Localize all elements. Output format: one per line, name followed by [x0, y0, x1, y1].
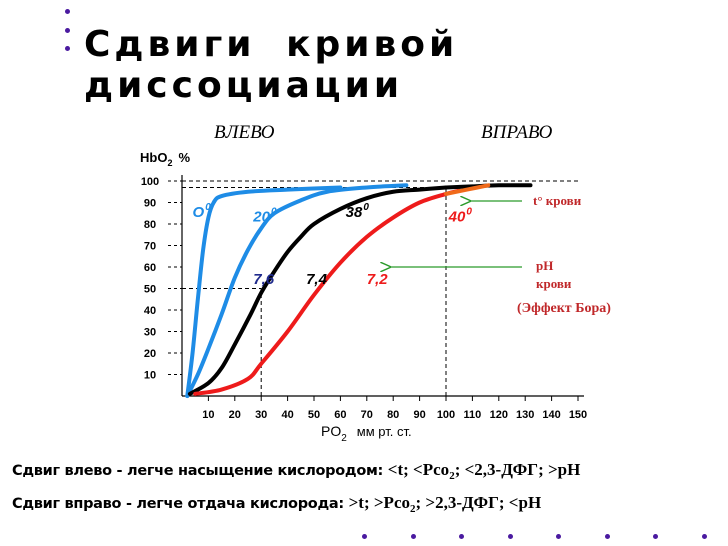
- x-tick-label: 50: [308, 409, 320, 421]
- shift-right-label: ВПРАВО: [481, 122, 553, 143]
- decor-dot: [604, 534, 610, 539]
- y-tick-label: 50: [144, 284, 156, 296]
- y-axis-label: HbO2%: [140, 150, 190, 168]
- decor-dot: [701, 534, 707, 539]
- temp-blood-label: t° крови: [533, 193, 582, 208]
- dissociation-curve: [187, 185, 448, 396]
- x-tick-label: 140: [542, 409, 560, 421]
- decor-dot: [65, 9, 70, 14]
- x-tick-label: 90: [413, 409, 425, 421]
- curve-annotation: 400: [448, 206, 473, 225]
- curve-annotation: 380: [346, 202, 370, 221]
- x-tick-label: 70: [361, 409, 373, 421]
- x-tick-label: 80: [387, 409, 399, 421]
- x-axis-label: PO2 мм рт. ст.: [321, 423, 412, 444]
- x-tick-label: 100: [437, 409, 455, 421]
- x-tick-label: 60: [334, 409, 346, 421]
- slide-title: Сдвиги кривой диссоциации: [84, 24, 459, 106]
- curve-annotation: 200: [252, 206, 277, 225]
- y-tick-label: 40: [144, 305, 156, 317]
- bohr-effect-label: (Эффект Бора): [517, 301, 611, 316]
- y-tick-label: 30: [144, 327, 156, 339]
- x-tick-label: 40: [281, 409, 293, 421]
- curve-annotation: 7,2: [367, 271, 389, 288]
- x-tick-label: 150: [569, 409, 587, 421]
- y-tick-label: 90: [144, 198, 156, 210]
- decor-dot: [362, 534, 367, 539]
- dissociation-curve: [193, 188, 462, 396]
- dissociation-curve: [444, 183, 491, 196]
- y-tick-label: 60: [144, 262, 156, 274]
- decor-dot: [410, 534, 416, 539]
- y-tick-label: 20: [144, 348, 156, 360]
- x-tick-label: 110: [464, 409, 482, 421]
- dissociation-curve: [185, 185, 343, 398]
- x-tick-label: 120: [490, 409, 508, 421]
- y-tick-label: 70: [144, 241, 156, 253]
- y-tick-label: 100: [141, 176, 159, 188]
- curve-annotation: 7,4: [306, 271, 328, 288]
- ph-blood-label: крови: [536, 276, 572, 291]
- dissociation-curve: [185, 183, 409, 398]
- shift-left-label: ВЛЕВО: [214, 122, 275, 143]
- decor-dot: [65, 28, 70, 33]
- decor-dot: [65, 46, 70, 51]
- y-tick-label: 80: [144, 219, 156, 231]
- shift-left-summary: Сдвиг влево - легче насыщение кислородом…: [12, 460, 581, 483]
- x-tick-label: 20: [229, 409, 241, 421]
- curve-annotation: 7,6: [253, 271, 275, 288]
- ph-label: pH: [536, 258, 553, 273]
- x-tick-label: 10: [202, 409, 214, 421]
- curve-annotation: O0: [193, 202, 212, 221]
- decor-dot: [459, 534, 464, 539]
- shift-right-summary: Сдвиг вправо - легче отдача кислорода: >…: [12, 493, 542, 516]
- x-tick-label: 130: [516, 409, 534, 421]
- decor-dot: [653, 534, 658, 539]
- y-tick-label: 10: [144, 370, 156, 382]
- decor-dot: [507, 534, 513, 539]
- x-tick-label: 30: [255, 409, 267, 421]
- decor-dot: [556, 534, 561, 539]
